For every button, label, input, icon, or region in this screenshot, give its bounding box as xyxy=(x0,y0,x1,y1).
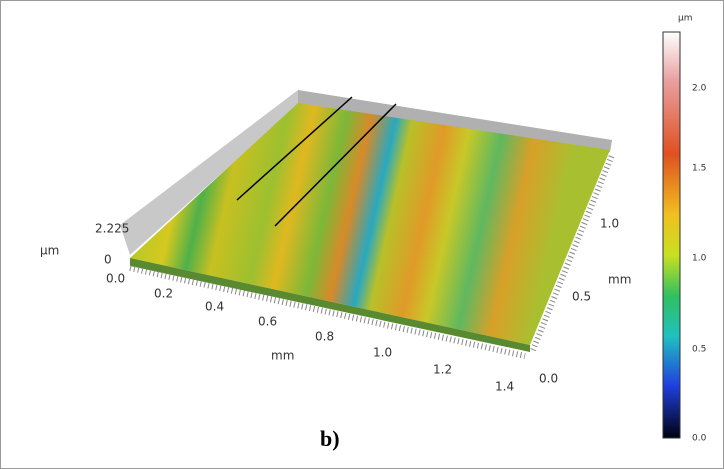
z-tick-label: 0 xyxy=(104,253,112,267)
x-tick-label: 1.4 xyxy=(495,380,514,394)
x-tick-label: 1.0 xyxy=(373,346,392,360)
x-tick-label: 0.8 xyxy=(315,330,334,344)
surface-edge xyxy=(130,258,530,352)
y-tick-label: 0.0 xyxy=(539,372,558,386)
left-wall xyxy=(120,90,298,255)
profile-line xyxy=(274,103,397,227)
colorbar-unit: µm xyxy=(678,14,693,24)
caption: b) xyxy=(320,426,340,451)
colorbar-label: 2.0 xyxy=(692,84,707,94)
colorbar-label: 0.5 xyxy=(692,345,706,355)
colorbar-label: 0.0 xyxy=(692,434,707,444)
profile-line xyxy=(236,96,353,201)
x-tick-label: 0.2 xyxy=(154,287,173,301)
y-axis-unit: mm xyxy=(608,273,631,287)
z-tick-label: 2.225 xyxy=(95,222,129,236)
x-axis-unit: mm xyxy=(271,349,294,363)
x-tick-label: 0.0 xyxy=(106,272,125,286)
back-wall xyxy=(298,90,612,152)
y-tick-label: 1.0 xyxy=(600,217,619,231)
x-tick-label: 0.4 xyxy=(205,300,224,314)
colorbar-label: 1.0 xyxy=(692,254,707,264)
surface xyxy=(130,103,610,345)
y-tick-label: 0.5 xyxy=(572,290,591,304)
colorbar-label: 1.5 xyxy=(692,164,706,174)
z-axis-unit: µm xyxy=(40,244,59,258)
x-tick-label: 1.2 xyxy=(433,363,452,377)
x-tick-label: 0.6 xyxy=(258,315,277,329)
colorbar xyxy=(662,31,681,439)
